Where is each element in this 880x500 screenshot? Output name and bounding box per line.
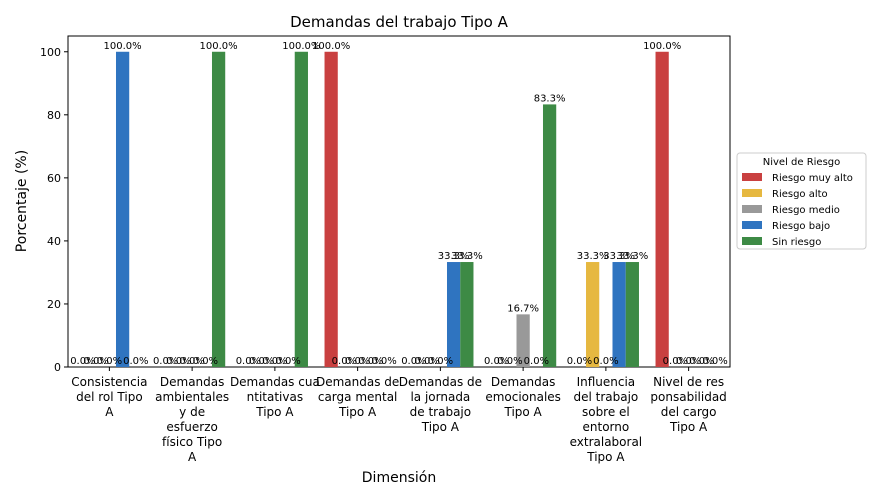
bar-riesgo-alto-6 [586,262,600,367]
x-tick-label: Influencia del trabajo sobre el entorno extr… [570,375,643,464]
legend-entry-riesgo-muy-alto: Riesgo muy alto [772,173,853,184]
bars [115,51,669,368]
value-label: 100.0% [200,41,238,52]
value-label: 100.0% [312,41,350,52]
value-label: 0.0% [358,356,383,367]
legend-frame [736,152,867,250]
value-label: 0.0% [484,356,509,367]
x-tick-label: Demandas de la jornada de trabajo Tipo A [399,375,482,434]
plot-area [67,35,731,368]
x-tick-label: Demandas emocionales Tipo A [485,375,561,419]
x-tick-label: Consistencia del rol Tipo A [71,375,147,419]
x-tick-label: Demandas ambientales y de esfuerzo físico Ti… [155,375,229,464]
value-label: 33.3% [577,251,609,262]
legend-entry-riesgo-bajo: Riesgo bajo [772,221,830,232]
value-label: 0.0% [689,356,714,367]
y-axis: 0 20 40 60 80 100 [40,46,68,374]
value-label: 0.0% [702,356,727,367]
value-label: 33.3% [616,251,648,262]
y-axis-label: Porcentaje (%) [14,150,30,252]
legend-swatch [742,189,762,197]
value-label: 0.0% [236,356,261,367]
value-label: 0.0% [70,356,95,367]
value-label: 83.3% [534,93,566,104]
y-tick-label: 100 [40,46,61,59]
value-label: 0.0% [497,356,522,367]
plot-frame [67,35,731,368]
bar-sin-riesgo-5 [542,104,557,367]
y-tick-label: 80 [47,109,61,122]
value-label: 0.0% [663,356,688,367]
bar-sin-riesgo-4 [460,262,474,367]
value-label: 0.0% [262,356,287,367]
bar-sin-riesgo-1 [211,51,226,368]
y-tick-label: 40 [47,235,61,248]
bar-riesgo-medio-5 [516,314,530,367]
y-tick-label: 0 [54,361,61,374]
value-label: 0.0% [567,356,592,367]
value-label: 100.0% [643,41,681,52]
value-label: 0.0% [179,356,204,367]
value-label: 0.0% [371,356,396,367]
value-label: 16.7% [507,303,539,314]
bar-sin-riesgo-2 [294,51,308,368]
value-label: 0.0% [414,356,439,367]
value-label: 0.0% [524,356,549,367]
value-label: 0.0% [332,356,357,367]
bar-riesgo-bajo-6 [612,262,626,367]
legend-swatch [742,205,762,213]
value-label: 0.0% [249,356,274,367]
legend-swatch [742,237,762,245]
value-label: 0.0% [428,356,453,367]
value-label: 0.0% [593,356,618,367]
x-axis-label: Dimensión [362,470,436,486]
x-tick-label: Nivel de res ponsabilidad del cargo Tipo A [650,375,726,434]
legend-entry-riesgo-medio: Riesgo medio [772,205,840,216]
chart-title: Demandas del trabajo Tipo A [290,13,508,31]
bar-riesgo-bajo-0 [115,51,130,368]
legend-title: Nivel de Riesgo [763,157,841,168]
value-label: 0.0% [123,356,148,367]
bar-riesgo-muy-alto-7 [655,51,669,368]
bar-riesgo-muy-alto-3 [324,51,338,368]
value-label: 0.0% [166,356,191,367]
value-label: 33.3% [603,251,635,262]
value-label: 33.3% [451,251,483,262]
value-label: 0.0% [676,356,701,367]
y-tick-label: 60 [47,172,61,185]
value-label: 0.0% [153,356,178,367]
legend: Nivel de Riesgo Riesgo muy alto Riesgo alt… [736,152,867,250]
value-label: 33.3% [438,251,470,262]
legend-entry-sin-riesgo: Sin riesgo [772,237,821,248]
value-label: 0.0% [83,356,108,367]
value-label: 0.0% [97,356,122,367]
value-label: 0.0% [193,356,218,367]
bar-sin-riesgo-6 [625,262,639,367]
x-tick-label: Demandas cua ntitativas Tipo A [230,375,320,419]
value-label: 0.0% [401,356,426,367]
value-label: 100.0% [282,41,320,52]
legend-swatch [742,221,762,229]
value-label: 0.0% [275,356,300,367]
bar-riesgo-bajo-4 [446,262,461,367]
y-tick-label: 20 [47,298,61,311]
x-tick-label: Demandas de carga mental Tipo A [316,375,399,419]
value-label: 0.0% [345,356,370,367]
legend-swatch [742,173,762,181]
value-labels: 0.0% 0.0% 0.0%100.0%0.0% 0.0% 0.0%100.0%0.0%… [70,41,728,367]
value-label: 100.0% [104,41,142,52]
legend-entry-riesgo-alto: Riesgo alto [772,189,828,200]
